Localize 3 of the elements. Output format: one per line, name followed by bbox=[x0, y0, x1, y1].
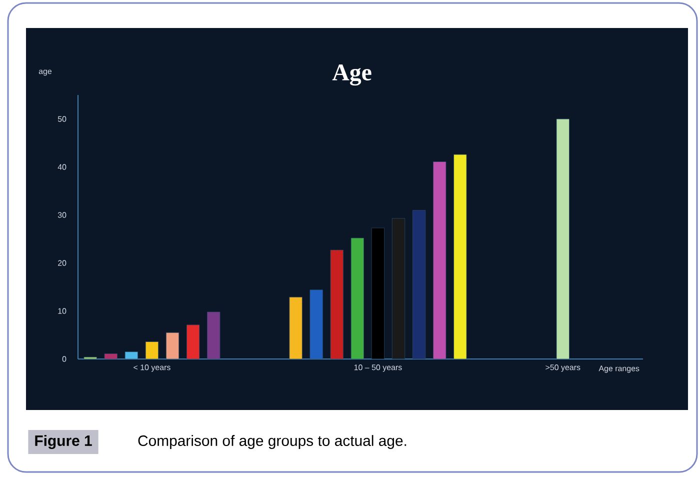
chart-title: Age bbox=[332, 64, 372, 86]
text: Comparison of age groups to actual age. bbox=[138, 435, 406, 449]
caption: Figure 1 bbox=[35, 435, 92, 449]
